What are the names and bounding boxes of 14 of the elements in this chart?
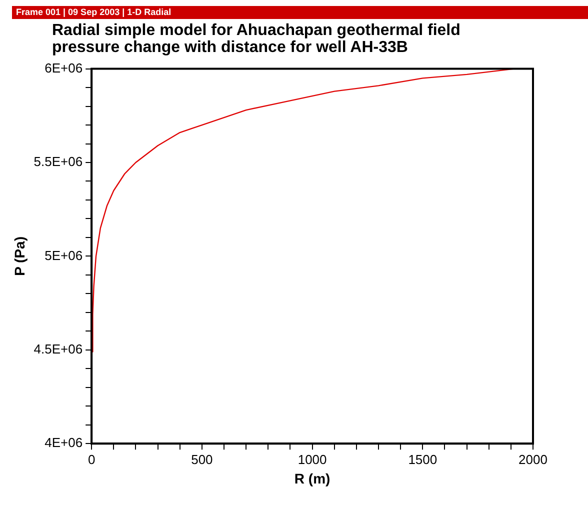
y-tick-label: 6E+06 [44,60,83,76]
text: Frame 001 | 09 Sep 2003 | 1-D Radial [12,6,588,19]
y-axis-title: P (Pa) [11,236,28,276]
y-tick-label: 5E+06 [44,248,83,263]
y-tick-label: 4E+06 [44,435,83,450]
x-tick-label: 1500 [408,452,438,467]
x-tick-label: 1000 [298,452,327,467]
chart-title: Radial simple model for Ahuachapan geothermal field pressure change with distance for well AH-33B [52,22,462,56]
x-tick-label: 2000 [518,452,548,467]
x-tick-label: 500 [191,452,213,467]
x-axis-title: R (m) [294,470,330,486]
y-tick-label: 4.5E+06 [34,341,83,356]
x-tick-label: 0 [88,452,96,467]
y-tick-label: 5.5E+06 [34,154,83,170]
